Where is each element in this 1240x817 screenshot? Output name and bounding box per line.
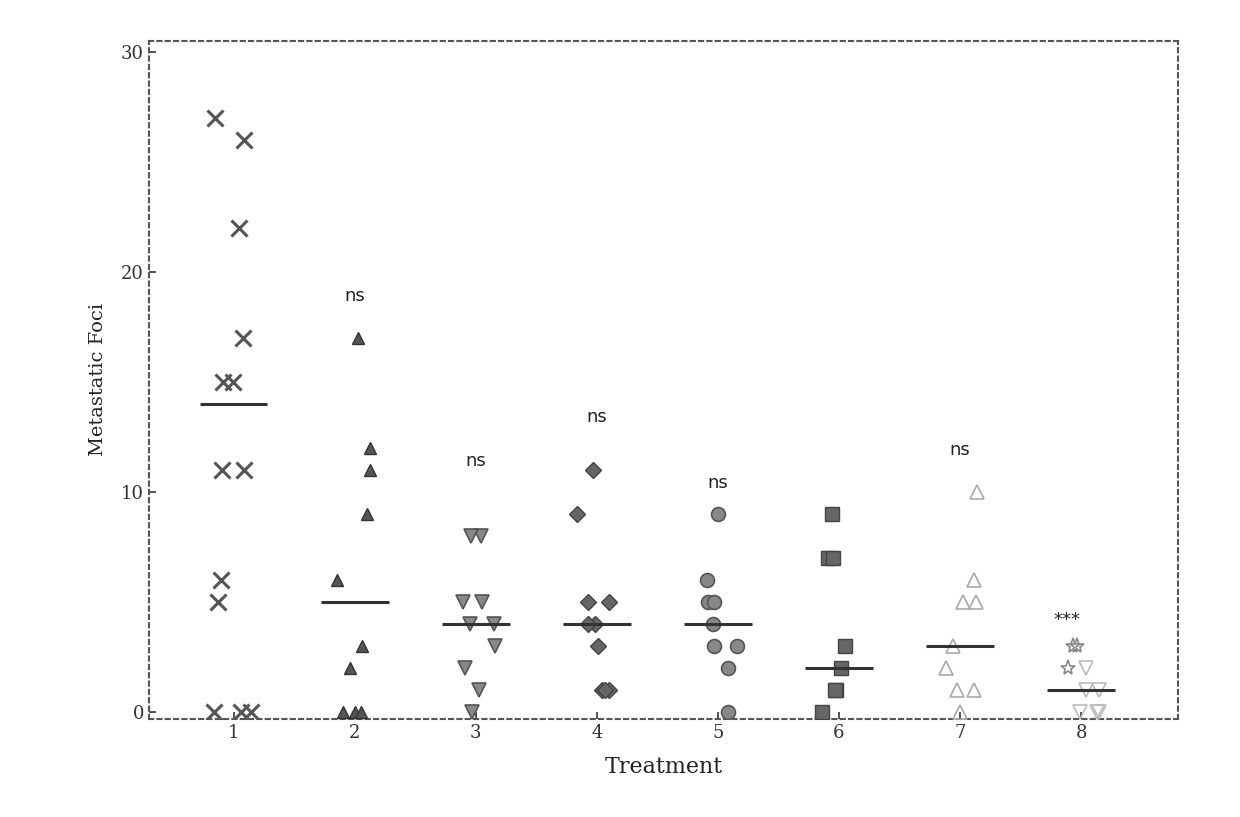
X-axis label: Treatment: Treatment: [604, 756, 723, 778]
Text: ns: ns: [465, 452, 486, 470]
Y-axis label: Metastatic Foci: Metastatic Foci: [89, 303, 107, 457]
Text: ***: ***: [1053, 610, 1080, 629]
Text: ns: ns: [587, 408, 608, 426]
Text: ns: ns: [345, 287, 365, 305]
Text: ns: ns: [708, 474, 728, 492]
Text: ns: ns: [950, 441, 971, 459]
